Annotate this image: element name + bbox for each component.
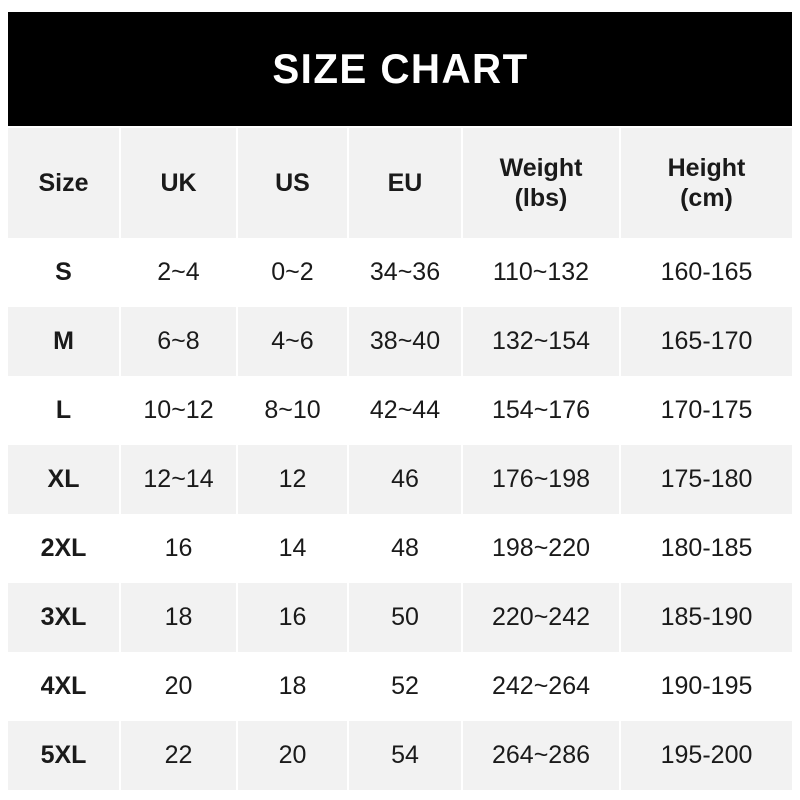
cell-height: 175-180	[619, 445, 792, 514]
cell-weight: 132~154	[461, 307, 621, 376]
column-header-uk: UK	[119, 128, 238, 238]
cell-size: L	[8, 376, 121, 445]
column-header-weight-label: Weight	[499, 153, 583, 182]
column-header-us: US	[236, 128, 349, 238]
cell-weight: 264~286	[461, 721, 621, 790]
column-header-size: Size	[8, 128, 121, 238]
cell-eu: 48	[347, 514, 463, 583]
cell-weight: 198~220	[461, 514, 621, 583]
cell-weight: 242~264	[461, 652, 621, 721]
column-header-us-label: US	[275, 168, 310, 197]
table-header-row: Size UK US EU Weight (lbs) Height (cm)	[8, 128, 792, 238]
table-header: Size UK US EU Weight (lbs) Height (cm)	[8, 128, 792, 238]
cell-uk: 12~14	[119, 445, 238, 514]
cell-size: 3XL	[8, 583, 121, 652]
cell-uk: 2~4	[119, 238, 238, 307]
column-header-size-label: Size	[38, 168, 89, 197]
column-header-eu: EU	[347, 128, 463, 238]
page-title: SIZE CHART	[271, 45, 529, 92]
size-chart-banner: SIZE CHART	[8, 12, 792, 126]
cell-eu: 52	[347, 652, 463, 721]
column-header-weight-unit: (lbs)	[514, 184, 568, 212]
cell-size: XL	[8, 445, 121, 514]
column-header-weight: Weight (lbs)	[461, 128, 621, 238]
column-header-uk-label: UK	[160, 168, 197, 197]
cell-uk: 20	[119, 652, 238, 721]
cell-height: 180-185	[619, 514, 792, 583]
table-row: L 10~12 8~10 42~44 154~176 170-175	[8, 376, 792, 445]
cell-uk: 16	[119, 514, 238, 583]
cell-eu: 42~44	[347, 376, 463, 445]
cell-eu: 50	[347, 583, 463, 652]
table-row: 3XL 18 16 50 220~242 185-190	[8, 583, 792, 652]
column-header-height-label: Height	[667, 153, 746, 182]
table-row: 4XL 20 18 52 242~264 190-195	[8, 652, 792, 721]
cell-eu: 54	[347, 721, 463, 790]
cell-height: 185-190	[619, 583, 792, 652]
table-body: S 2~4 0~2 34~36 110~132 160-165 M 6~8 4~…	[8, 238, 792, 790]
table-row: 5XL 22 20 54 264~286 195-200	[8, 721, 792, 790]
cell-weight: 176~198	[461, 445, 621, 514]
cell-us: 4~6	[236, 307, 349, 376]
cell-height: 165-170	[619, 307, 792, 376]
cell-us: 12	[236, 445, 349, 514]
cell-us: 16	[236, 583, 349, 652]
column-header-height-unit: (cm)	[680, 184, 733, 212]
table-row: XL 12~14 12 46 176~198 175-180	[8, 445, 792, 514]
table-row: 2XL 16 14 48 198~220 180-185	[8, 514, 792, 583]
column-header-height: Height (cm)	[619, 128, 792, 238]
cell-size: 4XL	[8, 652, 121, 721]
cell-uk: 18	[119, 583, 238, 652]
cell-weight: 110~132	[461, 238, 621, 307]
cell-us: 0~2	[236, 238, 349, 307]
cell-height: 170-175	[619, 376, 792, 445]
cell-us: 8~10	[236, 376, 349, 445]
cell-height: 160-165	[619, 238, 792, 307]
cell-size: S	[8, 238, 121, 307]
cell-eu: 46	[347, 445, 463, 514]
cell-size: 2XL	[8, 514, 121, 583]
cell-weight: 154~176	[461, 376, 621, 445]
column-header-eu-label: EU	[387, 168, 423, 197]
cell-us: 20	[236, 721, 349, 790]
cell-size: M	[8, 307, 121, 376]
table-row: M 6~8 4~6 38~40 132~154 165-170	[8, 307, 792, 376]
cell-uk: 10~12	[119, 376, 238, 445]
cell-weight: 220~242	[461, 583, 621, 652]
cell-eu: 38~40	[347, 307, 463, 376]
table-row: S 2~4 0~2 34~36 110~132 160-165	[8, 238, 792, 307]
cell-uk: 6~8	[119, 307, 238, 376]
cell-size: 5XL	[8, 721, 121, 790]
size-chart-table: Size UK US EU Weight (lbs) Height (cm)	[8, 128, 792, 790]
cell-us: 18	[236, 652, 349, 721]
cell-height: 195-200	[619, 721, 792, 790]
cell-eu: 34~36	[347, 238, 463, 307]
cell-uk: 22	[119, 721, 238, 790]
cell-height: 190-195	[619, 652, 792, 721]
cell-us: 14	[236, 514, 349, 583]
